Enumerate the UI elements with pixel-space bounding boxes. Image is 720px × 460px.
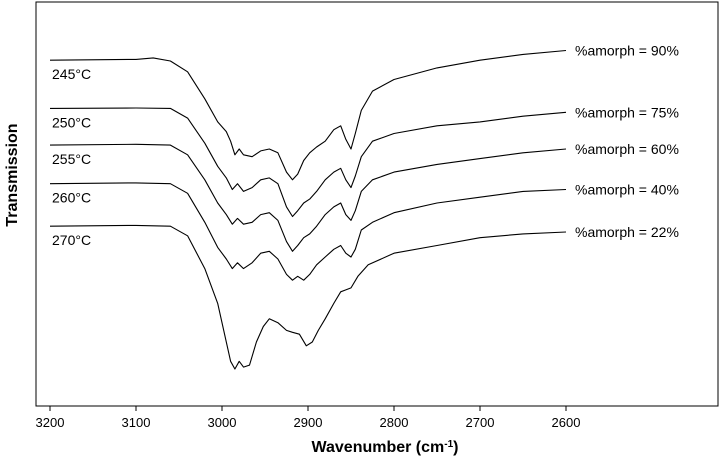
series-name-label: %amorph = 22%	[575, 224, 679, 240]
series-line-3	[49, 143, 567, 252]
temperature-label: 270°C	[52, 232, 91, 248]
plot-frame	[35, 1, 719, 407]
x-tick-label: 3000	[208, 415, 237, 430]
temperature-label: 245°C	[52, 66, 91, 82]
x-tick-label: 3200	[36, 415, 65, 430]
x-tick-label: 2800	[380, 415, 409, 430]
series-name-label: %amorph = 90%	[575, 43, 679, 59]
series-line-2	[49, 107, 567, 218]
series-name-label: %amorph = 60%	[575, 141, 679, 157]
series-line-4	[49, 182, 567, 281]
series-line-5	[49, 224, 567, 370]
y-axis-title: Transmission	[4, 123, 21, 226]
series-name-label: %amorph = 40%	[575, 182, 679, 198]
x-axis-ticks: 3200 3100 3000 2900 2800 2700 2600	[36, 406, 581, 430]
series-line-1	[49, 49, 567, 181]
series-lines	[49, 49, 567, 370]
temperature-labels: 245°C 250°C 255°C 260°C 270°C	[52, 66, 91, 248]
x-axis-title: Wavenumber (cm-1)	[311, 439, 458, 457]
series-name-labels: %amorph = 90% %amorph = 75% %amorph = 60%%…	[575, 43, 679, 241]
x-tick-label: 3100	[122, 415, 151, 430]
series-name-label: %amorph = 75%	[575, 104, 679, 120]
x-tick-label: 2900	[294, 415, 323, 430]
x-tick-label: 2600	[552, 415, 581, 430]
temperature-label: 250°C	[52, 114, 91, 130]
x-tick-label: 2700	[466, 415, 495, 430]
temperature-label: 255°C	[52, 151, 91, 167]
temperature-label: 260°C	[52, 190, 91, 206]
